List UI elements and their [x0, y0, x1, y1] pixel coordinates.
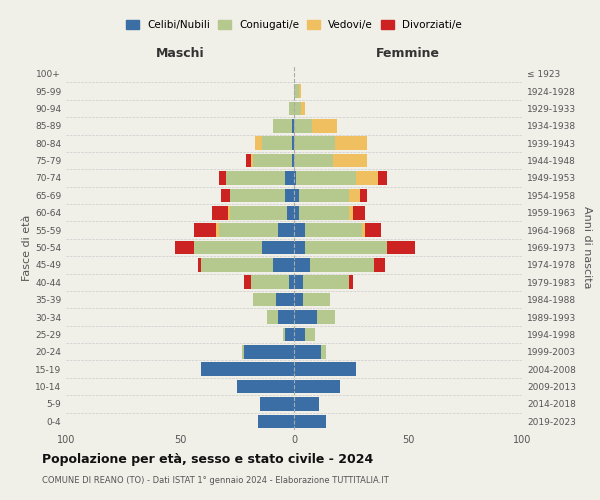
Bar: [175, 240, 194, 254]
Bar: [335, 136, 367, 150]
Bar: [362, 224, 365, 237]
Bar: [285, 328, 294, 341]
Bar: [305, 240, 388, 254]
Bar: [294, 380, 340, 394]
Bar: [360, 188, 367, 202]
Bar: [262, 240, 294, 254]
Bar: [294, 136, 335, 150]
Bar: [310, 258, 374, 272]
Bar: [294, 293, 303, 306]
Bar: [294, 84, 299, 98]
Bar: [294, 345, 322, 358]
Bar: [200, 362, 294, 376]
Bar: [226, 171, 285, 185]
Bar: [217, 224, 219, 237]
Bar: [237, 380, 294, 394]
Bar: [274, 119, 292, 132]
Bar: [283, 328, 285, 341]
Y-axis label: Fasce di età: Fasce di età: [22, 214, 32, 280]
Bar: [274, 258, 294, 272]
Bar: [294, 362, 356, 376]
Bar: [294, 188, 299, 202]
Bar: [294, 328, 305, 341]
Bar: [353, 206, 365, 220]
Bar: [287, 206, 294, 220]
Bar: [305, 328, 314, 341]
Bar: [317, 310, 335, 324]
Bar: [260, 397, 294, 410]
Bar: [251, 154, 253, 168]
Bar: [292, 119, 294, 132]
Bar: [212, 206, 228, 220]
Bar: [299, 206, 349, 220]
Bar: [294, 119, 312, 132]
Y-axis label: Anni di nascita: Anni di nascita: [581, 206, 592, 289]
Bar: [294, 154, 333, 168]
Text: COMUNE DI REANO (TO) - Dati ISTAT 1° gennaio 2024 - Elaborazione TUTTITALIA.IT: COMUNE DI REANO (TO) - Dati ISTAT 1° gen…: [42, 476, 389, 485]
Text: Maschi: Maschi: [155, 47, 205, 60]
Bar: [312, 119, 337, 132]
Bar: [294, 414, 326, 428]
Text: Popolazione per età, sesso e stato civile - 2024: Popolazione per età, sesso e stato civil…: [42, 452, 373, 466]
Bar: [349, 188, 360, 202]
Bar: [194, 224, 217, 237]
Bar: [349, 206, 353, 220]
Bar: [257, 414, 294, 428]
Bar: [194, 240, 262, 254]
Bar: [244, 345, 294, 358]
Bar: [221, 188, 230, 202]
Bar: [266, 310, 278, 324]
Bar: [365, 224, 380, 237]
Bar: [219, 171, 226, 185]
Bar: [294, 258, 310, 272]
Bar: [253, 154, 292, 168]
Bar: [285, 171, 294, 185]
Bar: [276, 293, 294, 306]
Bar: [299, 188, 349, 202]
Bar: [294, 102, 301, 115]
Bar: [379, 171, 388, 185]
Bar: [285, 188, 294, 202]
Bar: [246, 154, 251, 168]
Bar: [200, 258, 274, 272]
Bar: [230, 188, 285, 202]
Bar: [303, 276, 349, 289]
Bar: [244, 276, 251, 289]
Bar: [294, 224, 305, 237]
Bar: [228, 206, 230, 220]
Legend: Celibi/Nubili, Coniugati/e, Vedovi/e, Divorziati/e: Celibi/Nubili, Coniugati/e, Vedovi/e, Di…: [122, 16, 466, 34]
Bar: [292, 136, 294, 150]
Bar: [278, 310, 294, 324]
Bar: [388, 240, 415, 254]
Bar: [374, 258, 385, 272]
Bar: [294, 240, 305, 254]
Bar: [294, 171, 296, 185]
Bar: [294, 206, 299, 220]
Bar: [255, 136, 262, 150]
Bar: [296, 171, 356, 185]
Bar: [294, 276, 303, 289]
Bar: [253, 293, 276, 306]
Bar: [219, 224, 278, 237]
Bar: [294, 310, 317, 324]
Bar: [278, 224, 294, 237]
Bar: [303, 293, 331, 306]
Bar: [294, 397, 319, 410]
Bar: [292, 154, 294, 168]
Bar: [349, 276, 353, 289]
Bar: [301, 102, 305, 115]
Text: Femmine: Femmine: [376, 47, 440, 60]
Bar: [198, 258, 200, 272]
Bar: [262, 136, 292, 150]
Bar: [356, 171, 379, 185]
Bar: [230, 206, 287, 220]
Bar: [305, 224, 362, 237]
Bar: [299, 84, 301, 98]
Bar: [322, 345, 326, 358]
Bar: [289, 102, 294, 115]
Bar: [251, 276, 289, 289]
Bar: [242, 345, 244, 358]
Bar: [333, 154, 367, 168]
Bar: [289, 276, 294, 289]
